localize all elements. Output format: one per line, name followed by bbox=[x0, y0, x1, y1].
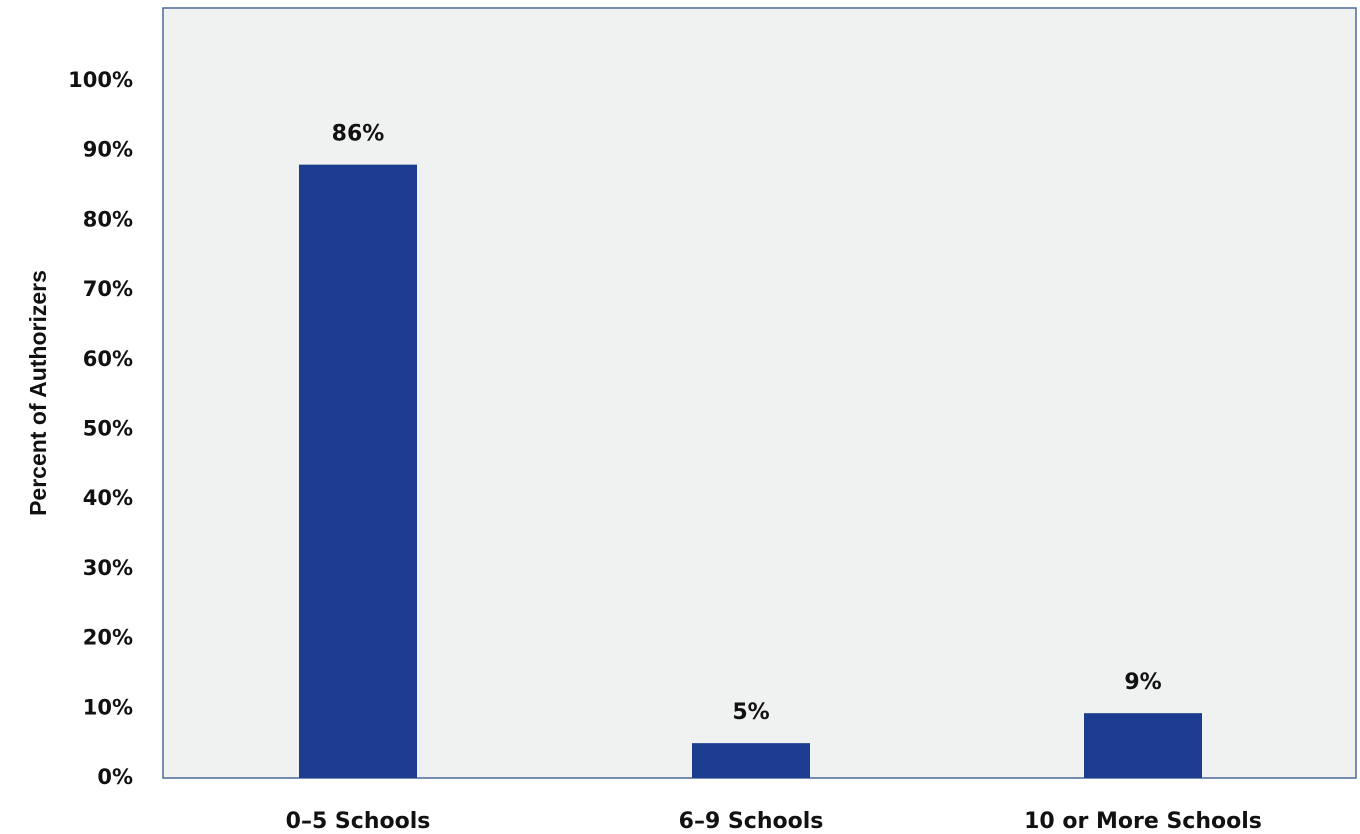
data-label: 86% bbox=[332, 122, 385, 147]
y-tick-label: 70% bbox=[83, 277, 133, 301]
data-label: 5% bbox=[732, 700, 769, 725]
x-axis-category-labels: 0–5 Schools 6–9 Schools 10 or More Schools bbox=[286, 809, 1262, 834]
bars bbox=[299, 164, 1202, 778]
y-tick-label: 10% bbox=[83, 695, 133, 719]
y-tick-label: 0% bbox=[97, 765, 133, 789]
bar bbox=[299, 164, 417, 778]
data-labels: 86% 5% 9% bbox=[332, 122, 1162, 726]
y-axis-ticks: 0% 10% 20% 30% 40% 50% 60% 70% 80% 90% 100% bbox=[68, 68, 133, 789]
y-tick-label: 60% bbox=[83, 347, 133, 371]
y-tick-label: 80% bbox=[83, 207, 133, 231]
category-label: 10 or More Schools bbox=[1024, 809, 1262, 834]
y-tick-label: 20% bbox=[83, 626, 133, 650]
y-tick-label: 40% bbox=[83, 486, 133, 510]
y-tick-label: 90% bbox=[83, 138, 133, 162]
y-tick-label: 50% bbox=[83, 417, 133, 441]
bar bbox=[692, 743, 810, 778]
y-axis-title: Percent of Authorizers bbox=[25, 270, 51, 516]
category-label: 6–9 Schools bbox=[679, 809, 824, 834]
y-tick-label: 100% bbox=[68, 68, 133, 92]
data-label: 9% bbox=[1124, 670, 1161, 695]
category-label: 0–5 Schools bbox=[286, 809, 431, 834]
y-tick-label: 30% bbox=[83, 556, 133, 580]
bar bbox=[1084, 713, 1202, 778]
